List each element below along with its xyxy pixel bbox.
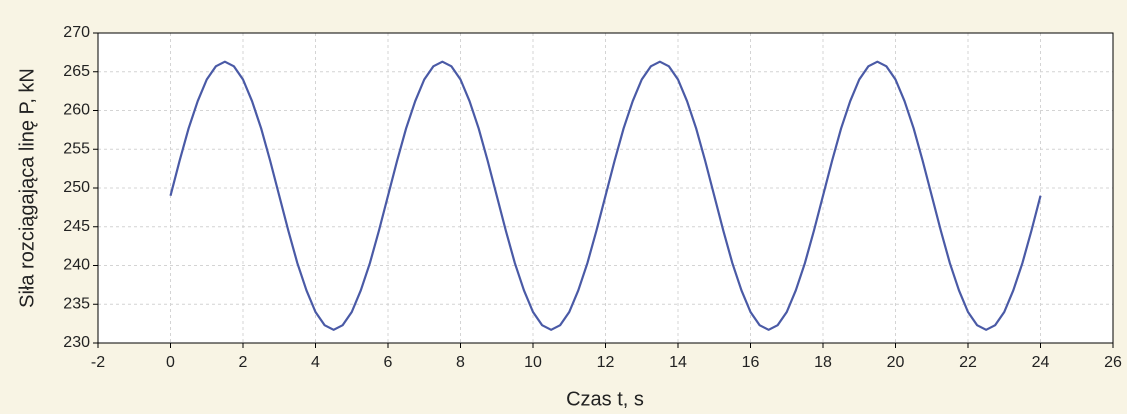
- x-tick-label: 14: [669, 354, 687, 371]
- y-tick-label: 265: [63, 63, 90, 80]
- y-tick-label: 270: [63, 24, 90, 41]
- x-tick-label: 10: [524, 354, 542, 371]
- plot-frame: [97, 32, 1114, 344]
- y-axis-label: Siła rozciągająca linę P, kN: [16, 68, 38, 308]
- x-tick-label: 18: [814, 354, 832, 371]
- x-tick-label: 16: [742, 354, 760, 371]
- y-tick-label: 230: [63, 334, 90, 351]
- y-tick-label: 250: [63, 179, 90, 196]
- x-tick-label: 0: [166, 354, 175, 371]
- x-tick-label: 20: [887, 354, 905, 371]
- y-tick-label: 255: [63, 140, 90, 157]
- x-tick-label: 8: [456, 354, 465, 371]
- x-tick-label: 12: [597, 354, 615, 371]
- x-tick-label: 6: [384, 354, 393, 371]
- data-line: [169, 60, 1042, 331]
- y-tick-label: 235: [63, 295, 90, 312]
- y-tick-label: 260: [63, 102, 90, 119]
- y-tick-label: 245: [63, 218, 90, 235]
- x-tick-label: 26: [1104, 354, 1122, 371]
- y-tick-label: 240: [63, 257, 90, 274]
- x-tick-label: 2: [239, 354, 248, 371]
- x-tick-label: 4: [311, 354, 320, 371]
- x-tick-label: 24: [1032, 354, 1050, 371]
- x-tick-label: 22: [959, 354, 977, 371]
- x-axis-label: Czas t, s: [566, 388, 644, 410]
- x-tick-label: -2: [91, 354, 105, 371]
